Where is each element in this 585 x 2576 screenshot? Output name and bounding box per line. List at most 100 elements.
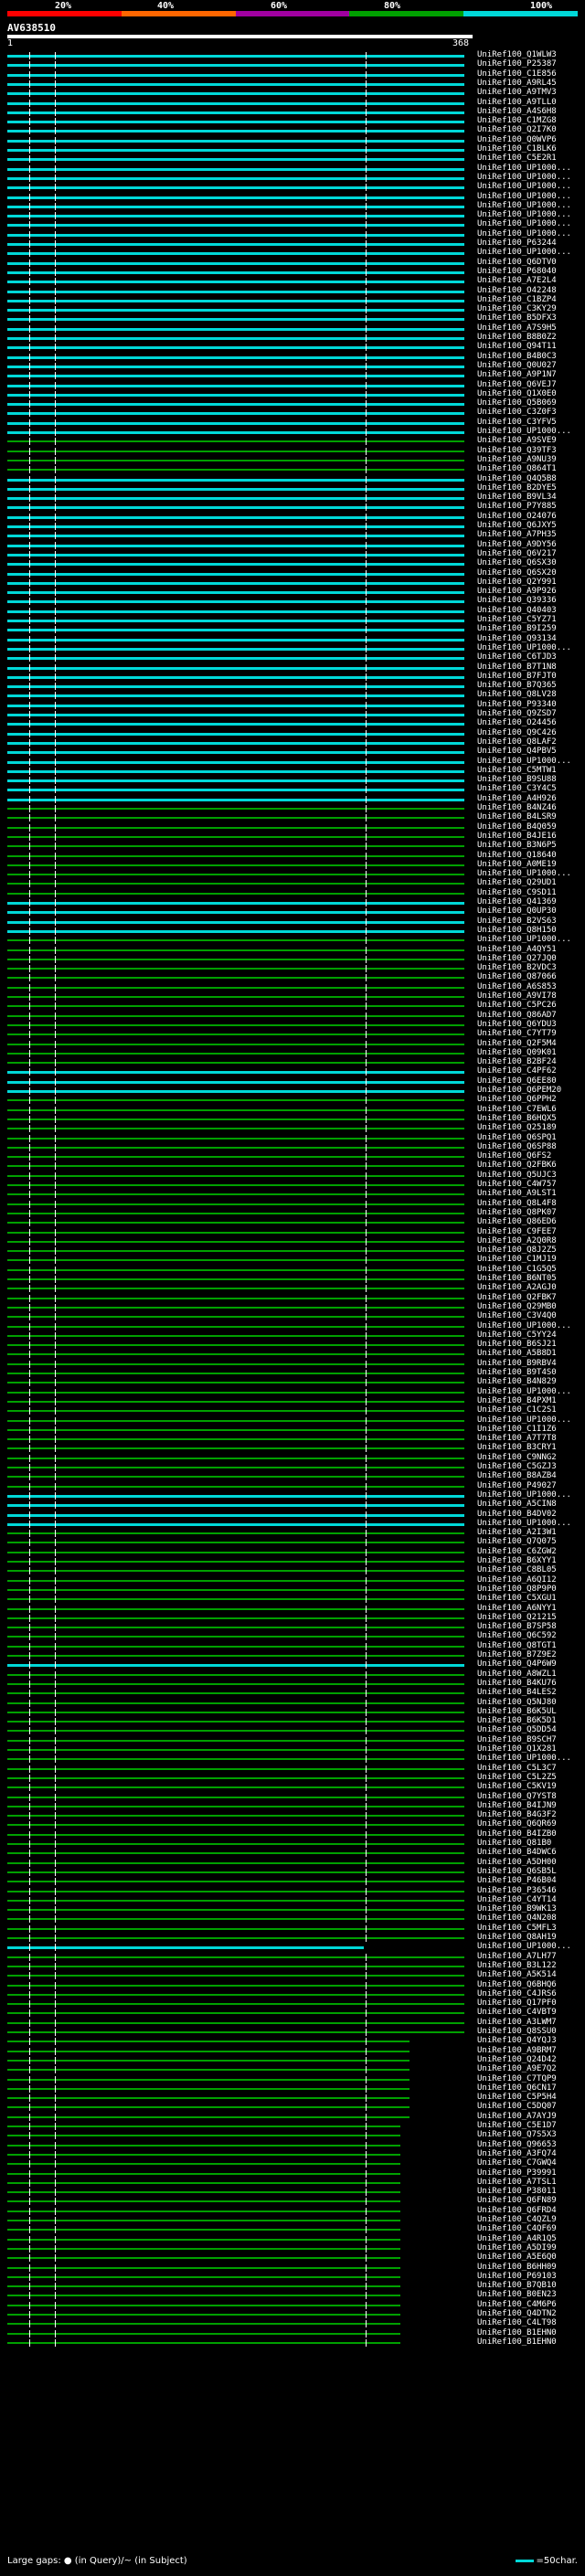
hit-row[interactable]: UniRef100_A7TSL1 <box>0 2178 585 2188</box>
hit-label[interactable]: UniRef100_B7T1N8 <box>477 662 557 672</box>
hit-row[interactable]: UniRef100_UP1000... <box>0 1942 585 1952</box>
hit-row[interactable]: UniRef100_Q1X0E0 <box>0 389 585 399</box>
hit-row[interactable]: UniRef100_Q93134 <box>0 634 585 644</box>
hit-label[interactable]: UniRef100_Q6SX30 <box>477 558 557 568</box>
hit-label[interactable]: UniRef100_Q6FN89 <box>477 2196 557 2206</box>
hit-label[interactable]: UniRef100_Q1WLW3 <box>477 50 557 59</box>
hit-row[interactable]: UniRef100_Q5DD54 <box>0 1725 585 1735</box>
hit-label[interactable]: UniRef100_Q94T11 <box>477 342 557 352</box>
hit-label[interactable]: UniRef100_B2VDC3 <box>477 963 557 973</box>
hit-row[interactable]: UniRef100_C5L3C7 <box>0 1764 585 1774</box>
hit-label[interactable]: UniRef100_Q6BHQ6 <box>477 1979 557 1989</box>
hit-row[interactable]: UniRef100_Q9C426 <box>0 728 585 738</box>
hit-label[interactable]: UniRef100_O24076 <box>477 511 557 521</box>
hit-label[interactable]: UniRef100_Q8TGT1 <box>477 1640 557 1650</box>
hit-label[interactable]: UniRef100_Q4PBV5 <box>477 747 557 757</box>
hit-label[interactable]: UniRef100_B2VS63 <box>477 916 557 926</box>
hit-row[interactable]: UniRef100_Q6VEJ7 <box>0 380 585 390</box>
hit-label[interactable]: UniRef100_B4KU76 <box>477 1678 557 1688</box>
hit-row[interactable]: UniRef100_Q8H150 <box>0 926 585 936</box>
hit-label[interactable]: UniRef100_Q7S5X3 <box>477 2130 557 2140</box>
hit-row[interactable]: UniRef100_B7T1N8 <box>0 663 585 673</box>
hit-row[interactable]: UniRef100_B9RBV4 <box>0 1359 585 1369</box>
hit-label[interactable]: UniRef100_C9NNG2 <box>477 1452 557 1462</box>
hit-row[interactable]: UniRef100_UP1000... <box>0 1321 585 1331</box>
hit-row[interactable]: UniRef100_C4PF62 <box>0 1066 585 1076</box>
hit-row[interactable]: UniRef100_C6TJD3 <box>0 652 585 663</box>
hit-label[interactable]: UniRef100_Q41369 <box>477 897 557 906</box>
hit-label[interactable]: UniRef100_C5L2Z5 <box>477 1772 557 1782</box>
hit-row[interactable]: UniRef100_Q6BHQ6 <box>0 1979 585 1990</box>
hit-label[interactable]: UniRef100_Q0UP30 <box>477 906 557 917</box>
hit-row[interactable]: UniRef100_Q6YDU3 <box>0 1020 585 1030</box>
hit-row[interactable]: UniRef100_Q09K01 <box>0 1048 585 1058</box>
hit-row[interactable]: UniRef100_P49027 <box>0 1481 585 1491</box>
hit-label[interactable]: UniRef100_Q9ZSD7 <box>477 709 557 718</box>
hit-label[interactable]: UniRef100_B8AZB4 <box>477 1471 557 1481</box>
hit-row[interactable]: UniRef100_C5DQ07 <box>0 2102 585 2112</box>
hit-row[interactable]: UniRef100_Q6FRD4 <box>0 2206 585 2216</box>
hit-row[interactable]: UniRef100_UP1000... <box>0 1754 585 1764</box>
hit-row[interactable]: UniRef100_B9SCH7 <box>0 1735 585 1745</box>
hit-row[interactable]: UniRef100_Q4P6W9 <box>0 1659 585 1670</box>
hit-label[interactable]: UniRef100_Q96653 <box>477 2139 557 2149</box>
hit-row[interactable]: UniRef100_Q8LAF2 <box>0 737 585 747</box>
hit-label[interactable]: UniRef100_A9TMV3 <box>477 88 557 98</box>
hit-label[interactable]: UniRef100_C4M6P6 <box>477 2299 557 2309</box>
hit-row[interactable]: UniRef100_A9BRM7 <box>0 2046 585 2056</box>
hit-row[interactable]: UniRef100_UP1000... <box>0 1519 585 1529</box>
hit-row[interactable]: UniRef100_Q86AD7 <box>0 1011 585 1021</box>
hit-row[interactable]: UniRef100_C1MJ19 <box>0 1255 585 1265</box>
hit-label[interactable]: UniRef100_A9LST1 <box>477 1189 557 1199</box>
hit-row[interactable]: UniRef100_B4G3F2 <box>0 1810 585 1820</box>
hit-row[interactable]: UniRef100_Q2I7K0 <box>0 125 585 135</box>
hit-row[interactable]: UniRef100_P93340 <box>0 700 585 710</box>
hit-label[interactable]: UniRef100_B6K5UL <box>477 1706 557 1716</box>
hit-row[interactable]: UniRef100_A9TLL0 <box>0 97 585 108</box>
hit-label[interactable]: UniRef100_B7Q365 <box>477 681 557 691</box>
hit-row[interactable]: UniRef100_C1MZG8 <box>0 116 585 126</box>
hit-row[interactable]: UniRef100_Q81B0 <box>0 1839 585 1849</box>
hit-row[interactable]: UniRef100_B9WK13 <box>0 1904 585 1914</box>
hit-label[interactable]: UniRef100_A9E7Q2 <box>477 2064 557 2074</box>
hit-row[interactable]: UniRef100_C7YT79 <box>0 1029 585 1039</box>
hit-label[interactable]: UniRef100_B4PXM1 <box>477 1395 557 1405</box>
hit-label[interactable]: UniRef100_Q6C592 <box>477 1631 557 1641</box>
hit-label[interactable]: UniRef100_Q7Q075 <box>477 1537 557 1547</box>
hit-row[interactable]: UniRef100_B4LSR9 <box>0 812 585 822</box>
hit-row[interactable]: UniRef100_Q5UJC3 <box>0 1171 585 1181</box>
hit-row[interactable]: UniRef100_C5YZ71 <box>0 615 585 625</box>
hit-row[interactable]: UniRef100_Q6PEM20 <box>0 1086 585 1096</box>
hit-row[interactable]: UniRef100_Q7YST8 <box>0 1792 585 1802</box>
hit-label[interactable]: UniRef100_Q18640 <box>477 850 557 860</box>
hit-row[interactable]: UniRef100_C5MFL3 <box>0 1924 585 1934</box>
hit-row[interactable]: UniRef100_Q6SX20 <box>0 568 585 578</box>
hit-label[interactable]: UniRef100_Q2FBK7 <box>477 1292 557 1302</box>
hit-label[interactable]: UniRef100_B9SU88 <box>477 775 557 785</box>
hit-row[interactable]: UniRef100_C5KV19 <box>0 1782 585 1792</box>
hit-row[interactable]: UniRef100_A9P1N7 <box>0 370 585 380</box>
hit-label[interactable]: UniRef100_C9SD11 <box>477 887 557 897</box>
hit-row[interactable]: UniRef100_Q8AH19 <box>0 1933 585 1943</box>
hit-row[interactable]: UniRef100_O24456 <box>0 718 585 728</box>
hit-label[interactable]: UniRef100_C9FEE7 <box>477 1226 557 1236</box>
hit-row[interactable]: UniRef100_C5PC26 <box>0 1001 585 1011</box>
hit-row[interactable]: UniRef100_Q5NJ80 <box>0 1698 585 1708</box>
hit-row[interactable]: UniRef100_Q8J2Z5 <box>0 1246 585 1256</box>
hit-row[interactable]: UniRef100_A6NYY1 <box>0 1604 585 1614</box>
hit-label[interactable]: UniRef100_B7Z9E2 <box>477 1650 557 1659</box>
hit-row[interactable]: UniRef100_A7AYJ9 <box>0 2112 585 2122</box>
hit-label[interactable]: UniRef100_C4LT98 <box>477 2318 557 2328</box>
hit-row[interactable]: UniRef100_Q6EE80 <box>0 1076 585 1087</box>
hit-label[interactable]: UniRef100_B4Q059 <box>477 822 557 832</box>
hit-label[interactable]: UniRef100_C3V4Q0 <box>477 1311 557 1321</box>
hit-row[interactable]: UniRef100_C4LT98 <box>0 2318 585 2328</box>
hit-row[interactable]: UniRef100_Q0UP30 <box>0 906 585 917</box>
hit-row[interactable]: UniRef100_Q27JQ0 <box>0 954 585 964</box>
hit-label[interactable]: UniRef100_Q2F5M4 <box>477 1038 557 1048</box>
hit-label[interactable]: UniRef100_C5PC26 <box>477 1001 557 1011</box>
hit-label[interactable]: UniRef100_A9TLL0 <box>477 97 557 107</box>
hit-row[interactable]: UniRef100_B5DFX3 <box>0 313 585 323</box>
hit-row[interactable]: UniRef100_UP1000... <box>0 248 585 258</box>
hit-label[interactable]: UniRef100_A7T7T8 <box>477 1434 557 1444</box>
